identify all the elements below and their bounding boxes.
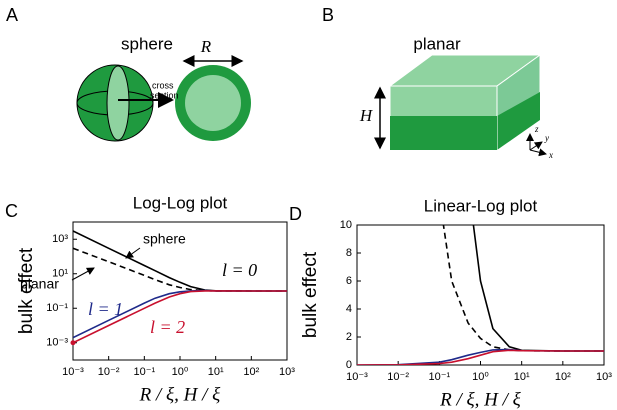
axis-label: x <box>548 150 553 160</box>
panel-letter: D <box>289 204 302 224</box>
y-tick-label: 10⁻³ <box>46 337 68 349</box>
pointer <box>125 247 141 259</box>
y-tick-label: 10¹ <box>52 268 68 280</box>
note-label: section <box>150 90 179 100</box>
x-axis-label: R / ξ, H / ξ <box>439 389 522 410</box>
x-tick-label: 10¹ <box>208 366 224 378</box>
height-label: H <box>359 106 374 125</box>
y-tick-label: 0 <box>346 359 352 371</box>
plot-frame <box>356 224 605 366</box>
panel-letter: A <box>6 5 18 25</box>
y-tick-label: 10⁻¹ <box>46 302 68 314</box>
annotation: l = 0 <box>222 260 257 280</box>
y-tick-label: 2 <box>346 331 352 343</box>
x-tick-label: 10⁰ <box>172 366 189 378</box>
annotation: l = 2 <box>150 317 185 337</box>
x-tick-label: 10⁻³ <box>62 366 84 378</box>
x-tick-label: 10³ <box>279 366 295 378</box>
panel-title: planar <box>413 34 461 53</box>
start-dot <box>70 340 76 346</box>
x-tick-label: 10⁻¹ <box>428 371 450 383</box>
axis-label: y <box>544 133 549 143</box>
y-tick-label: 10³ <box>52 233 68 245</box>
radius-label: R <box>200 37 212 56</box>
plot-area <box>357 225 604 365</box>
panel-letter: B <box>322 5 334 25</box>
y-tick-label: 10 <box>340 219 352 231</box>
y-tick-label: 8 <box>346 247 352 259</box>
annotation: planar <box>20 276 59 292</box>
data-line <box>357 349 604 365</box>
note-label: cross <box>152 80 174 90</box>
y-axis-label: bulk effect <box>16 247 37 334</box>
y-tick-label: 6 <box>346 275 352 287</box>
x-tick-label: 10² <box>243 366 259 378</box>
panel-letter: C <box>5 201 18 221</box>
data-line <box>472 225 604 352</box>
chart-title: Linear-Log plot <box>424 196 538 215</box>
x-tick-label: 10⁰ <box>472 371 489 383</box>
x-axis-label: R / ξ, H / ξ <box>139 384 222 405</box>
x-tick-label: 10² <box>555 371 571 383</box>
sphere-drawing <box>76 55 251 142</box>
x-tick-label: 10⁻² <box>387 371 409 383</box>
annotation: l = 1 <box>88 299 123 319</box>
pointer <box>71 267 95 281</box>
x-tick-label: 10¹ <box>514 371 530 383</box>
plot-area <box>73 230 287 344</box>
data-line <box>442 225 604 352</box>
data-line <box>73 290 287 344</box>
x-tick-label: 10⁻³ <box>346 371 368 383</box>
box-drawing <box>374 54 547 157</box>
x-tick-label: 10³ <box>596 371 612 383</box>
axis-label: z <box>534 124 539 134</box>
chart-title: Log-Log plot <box>133 193 228 212</box>
panel-title: sphere <box>121 34 173 53</box>
x-tick-label: 10⁻² <box>98 366 120 378</box>
annotation: sphere <box>143 231 186 247</box>
x-tick-label: 10⁻¹ <box>133 366 155 378</box>
y-axis-label: bulk effect <box>300 251 321 338</box>
y-tick-label: 4 <box>346 303 352 315</box>
